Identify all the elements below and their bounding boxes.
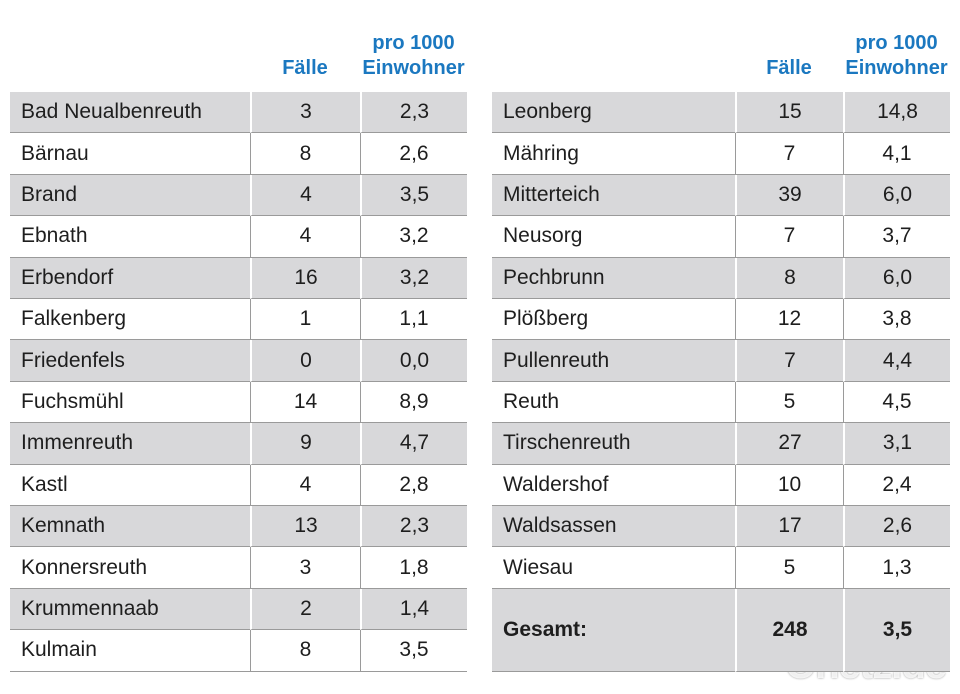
row-name: Konnersreuth <box>10 547 250 589</box>
row-cases: 1 <box>250 299 360 341</box>
row-cases: 7 <box>735 133 843 175</box>
row-cases: 13 <box>250 506 360 548</box>
row-per-1000: 1,4 <box>360 588 467 631</box>
row-per-1000: 3,5 <box>843 588 950 672</box>
row-per-1000: 4,7 <box>360 423 467 465</box>
row-name: Mähring <box>492 133 735 175</box>
row-cases: 8 <box>250 133 360 175</box>
row-name: Kemnath <box>10 506 250 548</box>
row-per-1000: 2,8 <box>360 464 467 506</box>
row-name: Wiesau <box>492 547 735 589</box>
row-cases: 3 <box>250 547 360 589</box>
row-per-1000: 4,4 <box>843 340 950 382</box>
row-name: Pechbrunn <box>492 257 735 299</box>
row-per-1000: 3,2 <box>360 257 467 299</box>
row-name: Leonberg <box>492 92 735 134</box>
row-cases: 4 <box>250 216 360 258</box>
row-cases: 5 <box>735 547 843 589</box>
row-per-1000: 1,1 <box>360 299 467 341</box>
row-cases: 8 <box>735 257 843 299</box>
row-per-1000: 4,5 <box>843 381 950 424</box>
row-per-1000: 3,5 <box>360 174 467 217</box>
row-per-1000: 2,3 <box>360 506 467 548</box>
row-per-1000: 4,1 <box>843 133 950 175</box>
row-name: Erbendorf <box>10 257 250 299</box>
row-name: Plößberg <box>492 299 735 341</box>
row-cases: 39 <box>735 174 843 217</box>
row-per-1000: 0,0 <box>360 340 467 382</box>
row-name: Pullenreuth <box>492 340 735 382</box>
row-per-1000: 3,7 <box>843 216 950 258</box>
row-cases: 7 <box>735 216 843 258</box>
row-cases: 3 <box>250 92 360 134</box>
row-cases: 0 <box>250 340 360 382</box>
row-cases: 27 <box>735 423 843 465</box>
row-per-1000: 8,9 <box>360 381 467 424</box>
row-cases: 7 <box>735 340 843 382</box>
row-name: Krummennaab <box>10 588 250 631</box>
row-name: Tirschenreuth <box>492 423 735 465</box>
row-per-1000: 1,8 <box>360 547 467 589</box>
row-name: Falkenberg <box>10 299 250 341</box>
row-per-1000: 14,8 <box>843 92 950 134</box>
row-cases: 4 <box>250 464 360 506</box>
row-cases: 10 <box>735 464 843 506</box>
row-name: Ebnath <box>10 216 250 258</box>
row-per-1000: 3,2 <box>360 216 467 258</box>
row-per-1000: 2,4 <box>843 464 950 506</box>
row-name: Bärnau <box>10 133 250 175</box>
row-name: Bad Neualbenreuth <box>10 92 250 134</box>
row-name: Brand <box>10 174 250 217</box>
row-name: Gesamt: <box>492 588 735 672</box>
row-cases: 9 <box>250 423 360 465</box>
row-name: Kulmain <box>10 630 250 672</box>
header-per-1000: pro 1000 Einwohner <box>362 32 465 79</box>
row-cases: 15 <box>735 92 843 134</box>
row-per-1000: 6,0 <box>843 257 950 299</box>
header-per-1000: pro 1000 Einwohner <box>845 32 948 79</box>
row-name: Neusorg <box>492 216 735 258</box>
row-cases: 8 <box>250 630 360 672</box>
row-per-1000: 3,5 <box>360 630 467 672</box>
row-per-1000: 1,3 <box>843 547 950 589</box>
row-name: Kastl <box>10 465 250 506</box>
row-cases: 16 <box>250 257 360 299</box>
row-cases: 2 <box>250 588 360 631</box>
row-per-1000: 2,6 <box>360 133 467 175</box>
row-per-1000: 3,8 <box>843 299 950 341</box>
row-cases: 14 <box>250 381 360 424</box>
row-name: Waldsassen <box>492 506 735 548</box>
row-per-1000: 2,3 <box>360 92 467 134</box>
header-cases: Fälle <box>282 57 328 79</box>
row-cases: 5 <box>735 381 843 424</box>
row-cases: 17 <box>735 506 843 548</box>
row-cases: 248 <box>735 588 843 672</box>
row-per-1000: 6,0 <box>843 174 950 217</box>
row-cases: 12 <box>735 299 843 341</box>
row-per-1000: 2,6 <box>843 506 950 548</box>
row-cases: 4 <box>250 174 360 217</box>
row-name: Immenreuth <box>10 423 250 465</box>
row-name: Fuchsmühl <box>10 382 250 424</box>
row-name: Reuth <box>492 382 735 424</box>
row-per-1000: 3,1 <box>843 423 950 465</box>
row-name: Friedenfels <box>10 340 250 382</box>
header-cases: Fälle <box>766 57 812 79</box>
row-name: Waldershof <box>492 465 735 506</box>
row-name: Mitterteich <box>492 174 735 217</box>
